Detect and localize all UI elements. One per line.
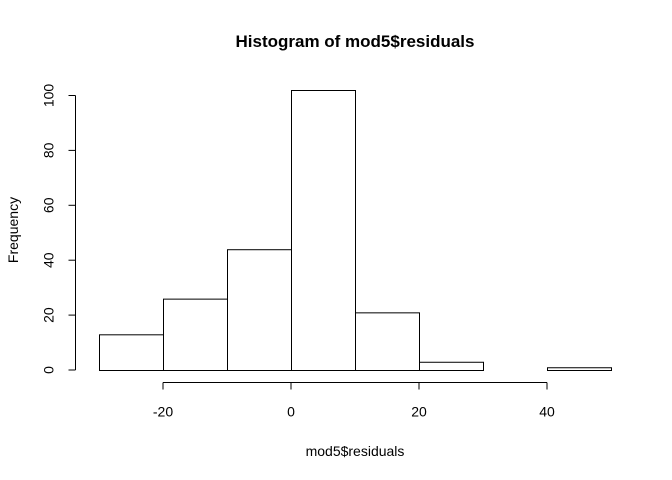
- histogram-bar-0: [99, 334, 164, 371]
- y-tick-label-1: 20: [41, 307, 57, 323]
- histogram-bar-5: [419, 361, 484, 372]
- histogram-bar-4: [355, 312, 420, 371]
- histogram-bar-2: [227, 249, 292, 371]
- y-axis-label: Frequency: [5, 197, 21, 263]
- x-axis-label: mod5$residuals: [306, 443, 405, 459]
- y-tick-label-2: 40: [41, 252, 57, 268]
- y-axis: 0 20 40 60 80 100: [41, 84, 76, 374]
- bars-group: [99, 90, 612, 372]
- x-tick-label-0: -20: [153, 404, 173, 420]
- x-tick-label-1: 0: [287, 404, 295, 420]
- histogram-bar-7: [547, 367, 612, 372]
- y-tick-label-0: 0: [41, 366, 57, 374]
- y-tick-label-5: 100: [41, 84, 57, 108]
- x-axis: -20 0 20 40: [153, 382, 555, 420]
- x-tick-label-2: 20: [411, 404, 427, 420]
- x-tick-label-3: 40: [539, 404, 555, 420]
- histogram-bar-3: [291, 90, 356, 371]
- y-tick-label-3: 60: [41, 197, 57, 213]
- histogram-bar-1: [163, 298, 228, 371]
- y-tick-label-4: 80: [41, 142, 57, 158]
- chart-title: Histogram of mod5$residuals: [235, 32, 474, 51]
